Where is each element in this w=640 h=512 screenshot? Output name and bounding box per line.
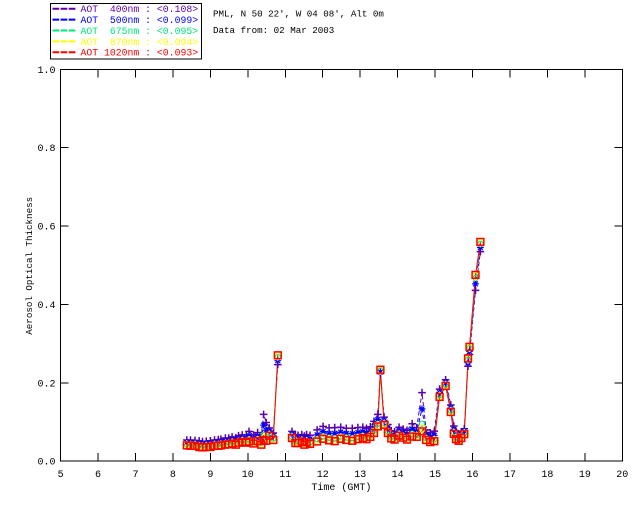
svg-text:0.8: 0.8 <box>37 144 55 155</box>
svg-text:AOT 870nm : <0.094>: AOT 870nm : <0.094> <box>81 37 199 48</box>
svg-text:Time (GMT): Time (GMT) <box>311 482 371 494</box>
svg-text:0.2: 0.2 <box>37 379 55 390</box>
svg-text:Data from: 02 Mar 2003: Data from: 02 Mar 2003 <box>213 25 334 36</box>
svg-text:20: 20 <box>616 470 628 481</box>
svg-text:19: 19 <box>579 470 591 481</box>
svg-text:1.0: 1.0 <box>37 66 55 77</box>
svg-text:16: 16 <box>466 470 478 481</box>
svg-text:7: 7 <box>132 470 138 481</box>
svg-text:AOT 675nm : <0.095>: AOT 675nm : <0.095> <box>81 26 199 37</box>
svg-text:5: 5 <box>58 470 64 481</box>
svg-text:AOT 1020nm : <0.093>: AOT 1020nm : <0.093> <box>81 48 199 59</box>
svg-text:15: 15 <box>429 470 441 481</box>
svg-text:PML, N 50 22', W 04 08', Alt 0: PML, N 50 22', W 04 08', Alt 0m <box>213 9 384 20</box>
svg-text:AOT 400nm : <0.108>: AOT 400nm : <0.108> <box>81 4 199 15</box>
svg-text:0.0: 0.0 <box>37 458 55 469</box>
svg-text:9: 9 <box>207 470 213 481</box>
svg-text:11: 11 <box>279 470 291 481</box>
svg-text:6: 6 <box>95 470 101 481</box>
svg-text:AOT 500nm : <0.099>: AOT 500nm : <0.099> <box>81 15 199 26</box>
svg-text:Aerosol Optical Thickness: Aerosol Optical Thickness <box>24 197 35 335</box>
svg-text:8: 8 <box>170 470 176 481</box>
svg-text:17: 17 <box>504 470 516 481</box>
svg-text:10: 10 <box>242 470 254 481</box>
svg-text:0.6: 0.6 <box>37 223 55 234</box>
svg-text:18: 18 <box>541 470 553 481</box>
svg-text:13: 13 <box>354 470 366 481</box>
svg-text:0.4: 0.4 <box>37 301 55 312</box>
svg-text:14: 14 <box>392 470 404 481</box>
svg-text:12: 12 <box>317 470 329 481</box>
